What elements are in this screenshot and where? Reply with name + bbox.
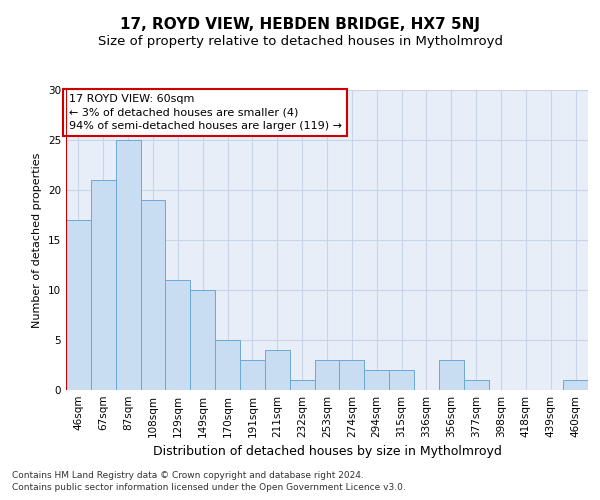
Bar — [190, 290, 215, 390]
Bar — [116, 140, 140, 390]
Bar — [215, 340, 240, 390]
Text: 17 ROYD VIEW: 60sqm
← 3% of detached houses are smaller (4)
94% of semi-detached: 17 ROYD VIEW: 60sqm ← 3% of detached hou… — [68, 94, 341, 131]
X-axis label: Distribution of detached houses by size in Mytholmroyd: Distribution of detached houses by size … — [152, 446, 502, 458]
Text: Contains HM Land Registry data © Crown copyright and database right 2024.: Contains HM Land Registry data © Crown c… — [12, 470, 364, 480]
Text: Contains public sector information licensed under the Open Government Licence v3: Contains public sector information licen… — [12, 483, 406, 492]
Bar — [439, 360, 464, 390]
Bar — [265, 350, 290, 390]
Bar — [464, 380, 488, 390]
Bar — [140, 200, 166, 390]
Text: 17, ROYD VIEW, HEBDEN BRIDGE, HX7 5NJ: 17, ROYD VIEW, HEBDEN BRIDGE, HX7 5NJ — [120, 18, 480, 32]
Bar — [314, 360, 340, 390]
Y-axis label: Number of detached properties: Number of detached properties — [32, 152, 43, 328]
Bar — [364, 370, 389, 390]
Bar — [290, 380, 314, 390]
Text: Size of property relative to detached houses in Mytholmroyd: Size of property relative to detached ho… — [97, 35, 503, 48]
Bar — [340, 360, 364, 390]
Bar — [66, 220, 91, 390]
Bar — [389, 370, 414, 390]
Bar — [240, 360, 265, 390]
Bar — [91, 180, 116, 390]
Bar — [166, 280, 190, 390]
Bar — [563, 380, 588, 390]
